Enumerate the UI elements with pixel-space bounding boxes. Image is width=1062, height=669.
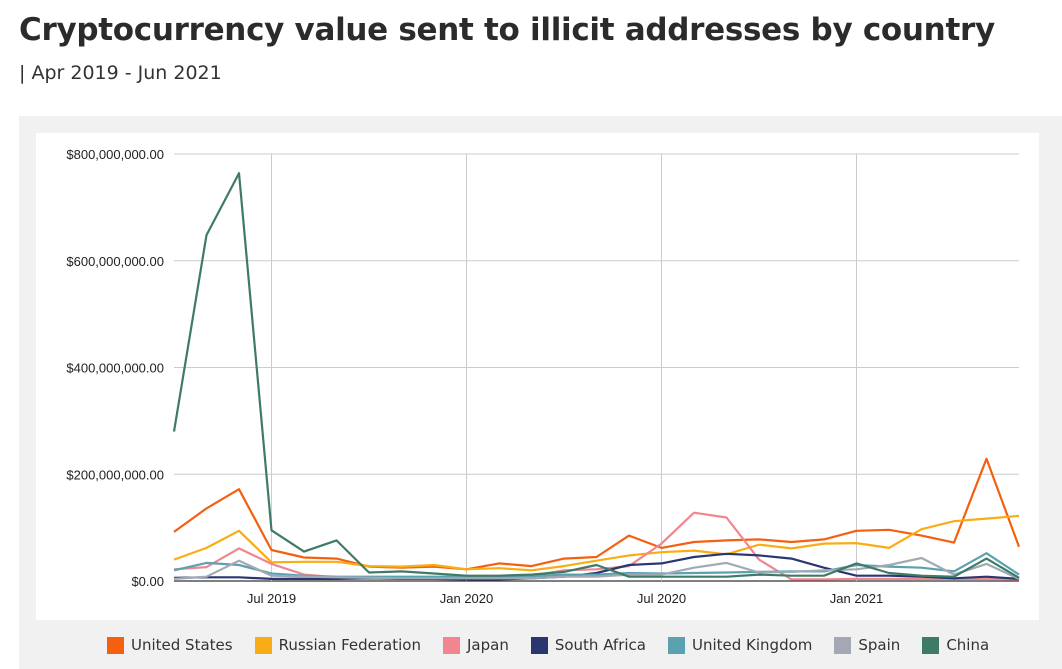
legend-swatch — [667, 636, 685, 654]
series-line-china — [172, 172, 1020, 579]
x-tick-label: Jan 2021 — [830, 591, 884, 606]
line-chart: $0.00 $200,000,000.00 $400,000,000.00 $600,… — [36, 133, 1039, 620]
legend-label: Russian Federation — [278, 636, 421, 654]
plot-background — [36, 133, 1039, 620]
x-tick-label: Jan 2020 — [440, 591, 494, 606]
legend-label: United Kingdom — [691, 636, 813, 654]
chart-title: Cryptocurrency value sent to illicit add… — [19, 12, 995, 48]
y-tick-label: $0.00 — [131, 574, 164, 589]
legend-item-united-states[interactable]: United States — [107, 636, 233, 654]
x-tick-label: Jul 2020 — [637, 591, 686, 606]
legend-swatch — [254, 636, 272, 654]
legend-item-china[interactable]: China — [922, 636, 989, 654]
legend-swatch — [107, 636, 124, 654]
legend-label: Japan — [466, 636, 509, 654]
legend-swatch — [530, 636, 548, 654]
legend-item-japan[interactable]: Japan — [442, 636, 509, 654]
y-tick-label: $400,000,000.00 — [66, 361, 164, 376]
chart-panel: $0.00 $200,000,000.00 $400,000,000.00 $600,… — [19, 116, 1062, 669]
legend-label: China — [946, 636, 990, 654]
legend-label: South Africa — [554, 636, 646, 654]
legend-label: United States — [131, 636, 233, 654]
legend-item-united-kingdom[interactable]: United Kingdom — [667, 636, 813, 654]
y-tick-label: $800,000,000.00 — [66, 147, 164, 162]
legend-label: Spain — [858, 636, 901, 654]
legend-item-south-africa[interactable]: South Africa — [530, 636, 646, 654]
series-line-russian-federation — [173, 514, 1020, 572]
chart-subtitle: | Apr 2019 - Jun 2021 — [19, 62, 222, 84]
series-line-south-africa — [173, 552, 1020, 581]
y-tick-label: $600,000,000.00 — [66, 254, 164, 269]
series-line-united-states — [173, 457, 1021, 571]
legend-item-spain[interactable]: Spain — [834, 636, 900, 654]
legend-swatch — [922, 636, 940, 654]
x-tick-label: Jul 2019 — [247, 591, 296, 606]
y-tick-label: $200,000,000.00 — [66, 467, 164, 482]
legend-swatch — [834, 636, 852, 654]
legend-swatch — [442, 636, 460, 654]
series-line-spain — [173, 556, 1020, 580]
chart-legend: United States Russian Federation Japan Sout… — [107, 636, 1011, 654]
legend-item-russian-federation[interactable]: Russian Federation — [254, 636, 421, 654]
